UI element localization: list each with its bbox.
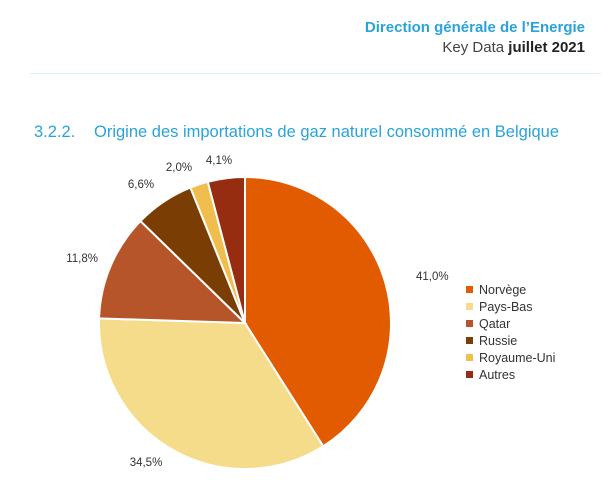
legend-label: Autres (479, 367, 516, 382)
document-header: Direction générale de l’Energie Key Data… (365, 18, 585, 58)
slice-value-label: 11,8% (66, 253, 98, 265)
legend-item: Qatar (466, 315, 555, 332)
legend-swatch (466, 320, 473, 327)
legend-swatch (466, 303, 473, 310)
legend-item: Russie (466, 332, 555, 349)
slice-value-label: 2,0% (166, 162, 192, 174)
pie-slice (206, 175, 246, 324)
slice-value-label: 6,6% (128, 179, 154, 191)
legend-label: Qatar (479, 316, 511, 331)
slice-value-label: 34,5% (130, 457, 163, 469)
section-heading: 3.2.2. Origine des importations de gaz na… (34, 123, 559, 142)
legend-item: Autres (466, 366, 555, 383)
document-date: juillet 2021 (508, 39, 585, 56)
chart-legend: Norvège Pays-Bas Qatar Russie Royaume-Uni Aut… (466, 281, 555, 383)
legend-item: Norvège (466, 281, 555, 298)
legend-swatch (466, 354, 473, 361)
organization-name: Direction générale de l’Energie (364, 19, 585, 36)
document-name: Key Data (442, 39, 505, 56)
section-number: 3.2.2. (34, 123, 76, 141)
slice-value-label: 41,0% (416, 271, 449, 283)
legend-label: Russie (479, 333, 518, 348)
legend-label: Royaume-Uni (479, 350, 556, 365)
section-title: Origine des importations de gaz naturel … (94, 123, 560, 141)
legend-label: Norvège (479, 282, 527, 297)
header-divider (30, 73, 601, 74)
pie-slice (98, 317, 325, 470)
pie-slice (98, 219, 248, 325)
legend-item: Royaume-Uni (466, 349, 555, 366)
legend-swatch (466, 337, 473, 344)
slice-value-label: 4,1% (206, 155, 232, 167)
legend-swatch (466, 371, 473, 378)
document-subtitle: Key Data juillet 2021 (365, 38, 585, 58)
legend-swatch (466, 286, 473, 293)
legend-label: Pays-Bas (479, 299, 533, 314)
legend-item: Pays-Bas (466, 298, 555, 315)
